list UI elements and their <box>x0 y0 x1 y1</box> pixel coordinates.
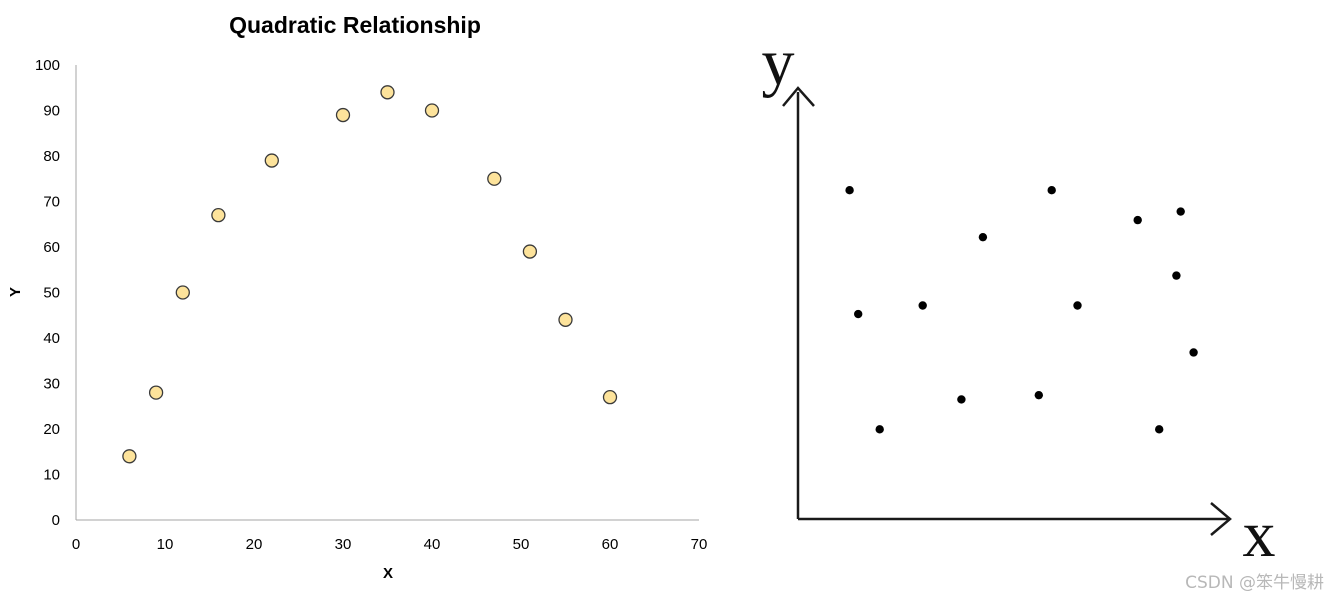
data-point <box>522 244 538 259</box>
y-tick-label: 50 <box>43 285 60 302</box>
x-tick-label: 20 <box>246 536 263 553</box>
y-tick-label: 0 <box>52 512 60 529</box>
random-scatter-sketch: y x <box>762 26 1276 571</box>
x-tick-label: 30 <box>335 536 352 553</box>
x-tick-label: 50 <box>513 536 530 553</box>
sketch-point <box>1189 348 1198 357</box>
data-point <box>211 207 226 223</box>
sketch-points <box>845 186 1198 434</box>
quadratic-chart: Quadratic Relationship 0 10 20 30 40 50 60 70 80… <box>7 12 707 582</box>
sketch-point <box>1047 186 1056 195</box>
y-axis-title: Y <box>7 287 24 297</box>
data-point <box>487 171 502 186</box>
sketch-point <box>1155 425 1164 434</box>
x-axis-title: X <box>383 565 393 582</box>
y-tick-label: 70 <box>43 194 60 211</box>
data-point <box>335 107 351 123</box>
y-tick-label: 80 <box>43 148 60 165</box>
sketch-y-label: y <box>762 26 795 99</box>
y-tick-label: 100 <box>35 57 60 74</box>
x-tick-label: 10 <box>157 536 174 553</box>
y-tick-label: 60 <box>43 239 60 256</box>
data-point <box>424 103 440 118</box>
sketch-point <box>978 232 988 242</box>
x-tick-label: 60 <box>602 536 619 553</box>
sketch-point <box>1176 207 1185 216</box>
chart-title: Quadratic Relationship <box>229 12 481 38</box>
x-arrow-head-icon <box>1210 502 1232 536</box>
y-tick-label: 20 <box>43 421 60 438</box>
sketch-point <box>1172 271 1181 280</box>
y-axis-ticks: 0 10 20 30 40 50 60 70 80 90 100 <box>35 57 60 529</box>
y-arrow-head-icon <box>782 86 815 107</box>
data-point <box>380 85 395 100</box>
sketch-point <box>1133 215 1142 225</box>
sketch-point <box>854 309 863 319</box>
sketch-point <box>918 301 927 310</box>
sketch-point <box>957 395 966 404</box>
x-tick-label: 0 <box>72 536 80 553</box>
sketch-point <box>845 186 854 195</box>
x-tick-label: 70 <box>691 536 708 553</box>
data-point <box>122 449 137 464</box>
y-tick-label: 30 <box>43 376 60 393</box>
data-point <box>175 285 190 300</box>
data-point <box>558 312 573 327</box>
data-points <box>122 85 618 464</box>
data-point <box>264 153 279 168</box>
data-point <box>602 389 618 405</box>
y-tick-label: 10 <box>43 467 60 484</box>
sketch-point <box>1034 390 1044 400</box>
x-axis-ticks: 0 10 20 30 40 50 60 70 <box>72 536 708 553</box>
sketch-point <box>875 425 884 434</box>
data-point <box>148 385 164 400</box>
y-tick-label: 90 <box>43 103 60 120</box>
watermark-text: CSDN @笨牛慢耕 <box>1185 573 1324 593</box>
y-tick-label: 40 <box>43 330 60 347</box>
sketch-point <box>1073 301 1082 310</box>
sketch-x-label: x <box>1243 498 1276 571</box>
x-tick-label: 40 <box>424 536 441 553</box>
